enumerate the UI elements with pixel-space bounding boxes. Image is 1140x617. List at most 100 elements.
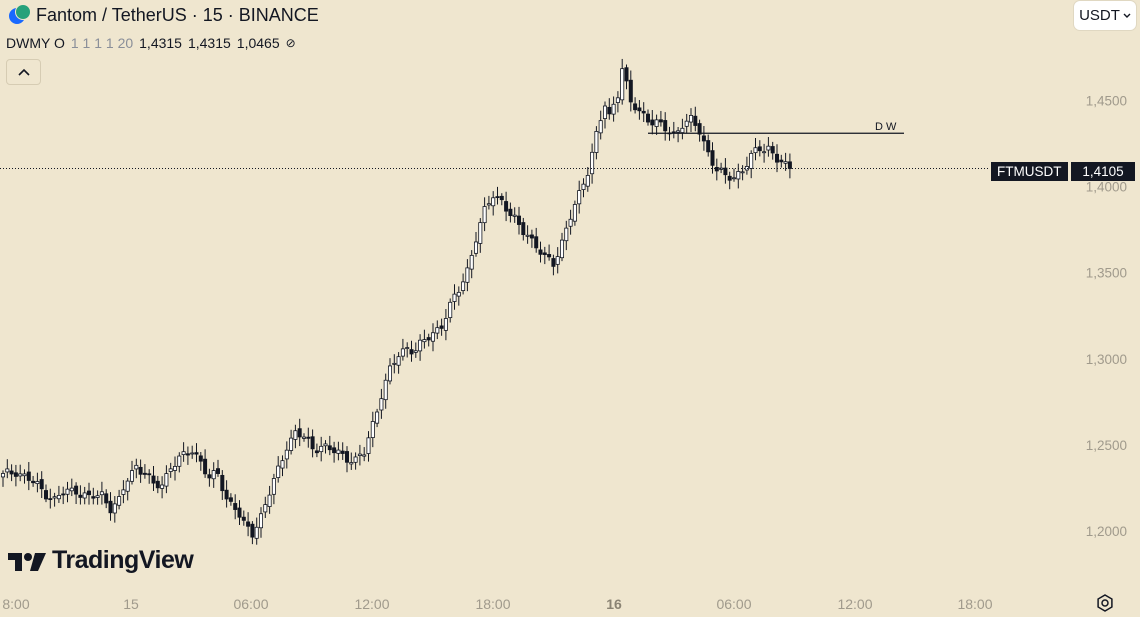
- candle: [693, 106, 698, 132]
- y-tick-label: 1,4000: [1086, 180, 1127, 195]
- candle: [177, 452, 182, 473]
- candle: [353, 452, 358, 470]
- candle: [370, 411, 375, 448]
- candle: [185, 446, 190, 465]
- candle: [551, 254, 556, 276]
- candle: [233, 494, 238, 520]
- candle: [9, 464, 14, 482]
- candle: [710, 142, 715, 174]
- candle: [478, 218, 483, 253]
- candle: [603, 101, 608, 129]
- candle: [568, 209, 573, 235]
- candle: [237, 500, 242, 526]
- candle: [426, 333, 431, 347]
- candle: [456, 286, 461, 306]
- candle: [362, 447, 367, 462]
- candle: [452, 284, 457, 310]
- candle: [155, 475, 160, 494]
- candle: [61, 486, 66, 505]
- candle: [624, 64, 629, 90]
- eye-off-icon[interactable]: ⊘: [285, 36, 296, 50]
- candle: [564, 220, 569, 251]
- candle: [555, 247, 560, 274]
- candle: [697, 119, 702, 142]
- candle: [753, 137, 758, 161]
- candle: [620, 58, 625, 105]
- tradingview-logo[interactable]: TradingView: [8, 546, 194, 575]
- candle: [538, 241, 543, 263]
- candle: [529, 229, 534, 248]
- price-axis: 1,4500 1,4000 1,3500 1,3000 1,2500 1,2000: [1086, 94, 1127, 540]
- candle: [486, 195, 491, 210]
- x-tick-label: 12:00: [354, 596, 389, 612]
- candle: [706, 134, 711, 157]
- candle: [224, 480, 229, 508]
- candle: [301, 433, 306, 442]
- candle: [590, 143, 595, 184]
- candle: [465, 259, 470, 292]
- ftm-usdt-coin-icon: [8, 4, 31, 26]
- candle: [125, 477, 130, 501]
- candle: [701, 126, 706, 151]
- y-tick-label: 1,3000: [1086, 352, 1127, 367]
- candle: [246, 512, 251, 537]
- candle: [594, 126, 599, 160]
- candle: [147, 469, 152, 484]
- candle: [263, 496, 268, 518]
- y-tick-label: 1,4500: [1086, 94, 1127, 109]
- candle: [598, 110, 603, 140]
- currency-select[interactable]: USDT: [1074, 1, 1136, 30]
- candle: [400, 338, 405, 361]
- candle: [736, 163, 741, 189]
- candle: [289, 429, 294, 455]
- candle: [31, 475, 36, 487]
- candle: [99, 481, 104, 505]
- candle: [56, 485, 61, 503]
- candle: [22, 469, 27, 484]
- candle: [671, 121, 676, 139]
- candle: [560, 232, 565, 262]
- symbol-title: Fantom / TetherUS · 15 · BINANCE: [36, 4, 319, 25]
- candle: [78, 485, 83, 505]
- candle: [663, 112, 668, 141]
- candle: [547, 244, 552, 261]
- candle: [779, 154, 784, 168]
- x-tick-label: 06:00: [716, 596, 751, 612]
- candle: [676, 126, 681, 143]
- candle: [439, 318, 444, 336]
- candle: [787, 153, 792, 179]
- collapse-legend-button[interactable]: [6, 59, 41, 85]
- candle: [482, 197, 487, 232]
- candle: [207, 468, 212, 487]
- candle: [504, 191, 509, 222]
- candle: [44, 484, 49, 503]
- candle: [82, 486, 87, 505]
- candle: [327, 435, 332, 456]
- candle: [512, 207, 517, 223]
- candle: [0, 470, 6, 487]
- candle: [13, 464, 18, 487]
- candle: [276, 456, 281, 483]
- candle: [646, 109, 651, 126]
- candle: [254, 517, 259, 545]
- candle: [332, 441, 337, 463]
- candle: [633, 97, 638, 114]
- candle: [95, 490, 100, 505]
- candle: [129, 460, 134, 485]
- candle: [280, 455, 285, 477]
- candle: [319, 436, 324, 462]
- candle: [387, 358, 392, 385]
- candle: [357, 444, 362, 466]
- candle: [181, 442, 186, 462]
- candle: [732, 168, 737, 182]
- candle: [39, 471, 44, 498]
- candle: [35, 472, 40, 493]
- settings-gear-icon[interactable]: [1096, 594, 1114, 612]
- x-tick-label: 18:00: [475, 596, 510, 612]
- candle: [430, 323, 435, 352]
- candle: [783, 152, 788, 171]
- candle: [5, 459, 10, 479]
- candle: [585, 167, 590, 192]
- candle: [775, 144, 780, 173]
